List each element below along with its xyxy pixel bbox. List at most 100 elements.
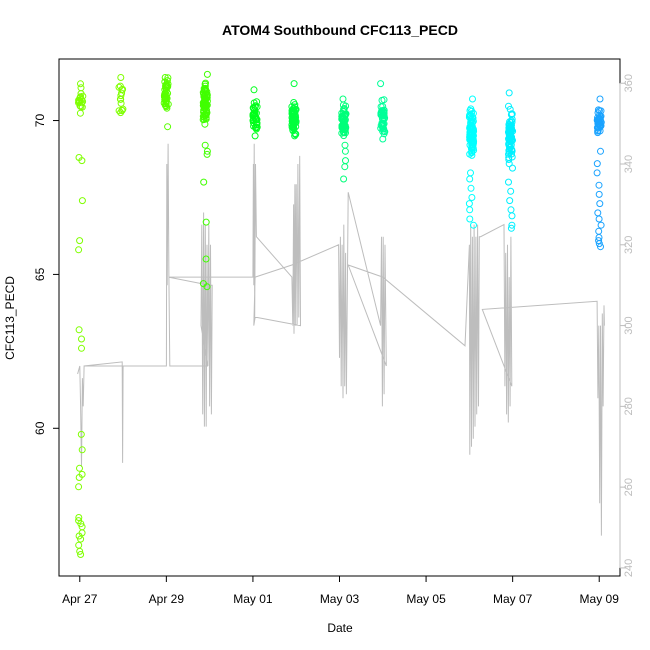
data-point — [78, 446, 86, 454]
data-point — [468, 126, 476, 134]
data-point — [252, 116, 260, 123]
data-point — [290, 125, 298, 133]
data-point — [505, 160, 513, 168]
data-point — [161, 91, 169, 99]
data-point — [200, 100, 208, 108]
data-point — [469, 138, 476, 146]
data-point — [290, 80, 298, 88]
data-point — [596, 200, 604, 208]
data-point — [77, 551, 85, 558]
data-point — [506, 197, 514, 205]
data-point — [161, 94, 169, 101]
data-point — [253, 123, 261, 131]
data-point — [596, 113, 604, 121]
y2-tick-label: 340 — [623, 155, 635, 173]
data-point — [115, 83, 123, 91]
data-point — [466, 215, 474, 223]
data-point — [251, 132, 259, 140]
data-point — [78, 103, 86, 111]
data-point — [201, 120, 209, 128]
data-point — [468, 149, 476, 157]
data-point — [469, 117, 477, 125]
data-point — [507, 187, 515, 195]
x-tick-label: May 03 — [320, 592, 360, 606]
data-point — [201, 80, 209, 88]
data-point — [250, 86, 258, 94]
data-point — [507, 130, 515, 138]
data-point — [201, 112, 209, 119]
data-point — [77, 84, 85, 92]
data-point — [466, 175, 474, 183]
data-point — [597, 221, 605, 229]
data-point — [118, 106, 126, 114]
x-tick-label: Apr 29 — [149, 592, 185, 606]
data-point — [466, 206, 474, 214]
data-point — [77, 535, 85, 543]
data-point — [469, 95, 476, 103]
data-point — [377, 80, 385, 88]
data-point — [342, 110, 350, 118]
data-point — [506, 123, 514, 131]
data-point — [593, 169, 601, 177]
data-point — [162, 84, 170, 92]
data-point — [203, 147, 211, 155]
data-point — [75, 98, 83, 106]
data-point — [164, 74, 172, 82]
x-tick-label: May 05 — [406, 592, 446, 606]
data-point — [595, 240, 603, 248]
data-point — [340, 123, 348, 131]
y2-tick-label: 240 — [623, 559, 635, 577]
data-point — [252, 124, 260, 132]
data-point — [380, 111, 388, 119]
data-point — [164, 123, 172, 131]
data-point — [597, 147, 604, 155]
data-point — [291, 103, 299, 111]
data-point — [117, 95, 125, 103]
data-point — [597, 121, 605, 129]
data-point — [203, 70, 211, 78]
data-point — [467, 184, 475, 192]
x-tick-label: May 09 — [580, 592, 620, 606]
altitude-trace-line — [77, 143, 605, 536]
data-point — [75, 246, 83, 254]
data-point — [77, 93, 84, 101]
data-point — [596, 95, 604, 103]
data-point — [161, 74, 169, 81]
data-point — [288, 117, 296, 125]
data-point — [115, 107, 123, 115]
data-point — [468, 144, 476, 151]
data-point — [75, 483, 83, 491]
data-point — [341, 147, 349, 155]
data-point — [76, 464, 83, 472]
y-tick-label: 70 — [33, 114, 47, 128]
data-point — [202, 218, 210, 226]
data-point — [202, 111, 210, 118]
data-point — [380, 96, 388, 104]
x-tick-label: May 07 — [493, 592, 533, 606]
data-point — [291, 132, 299, 140]
data-point — [379, 135, 387, 143]
data-point — [200, 92, 208, 100]
data-point — [338, 129, 346, 137]
data-point — [379, 107, 387, 115]
x-tick-label: May 01 — [233, 592, 273, 606]
data-point — [202, 255, 210, 263]
y-tick-label: 65 — [33, 267, 47, 281]
data-point — [251, 109, 259, 117]
data-point — [505, 178, 512, 186]
data-point — [595, 181, 603, 189]
data-point — [290, 99, 298, 106]
data-point — [508, 110, 516, 118]
data-point — [78, 197, 86, 205]
y2-tick-label: 300 — [623, 316, 635, 334]
data-point — [597, 243, 604, 251]
y-tick-label: 60 — [33, 421, 47, 435]
data-point — [339, 95, 347, 103]
y-axis-label: CFC113_PECD — [3, 276, 17, 360]
data-point — [470, 221, 477, 229]
data-point — [78, 344, 85, 352]
x-tick-label: Apr 27 — [62, 592, 98, 606]
data-point — [75, 514, 83, 521]
data-point — [201, 141, 209, 149]
data-point — [75, 474, 83, 481]
